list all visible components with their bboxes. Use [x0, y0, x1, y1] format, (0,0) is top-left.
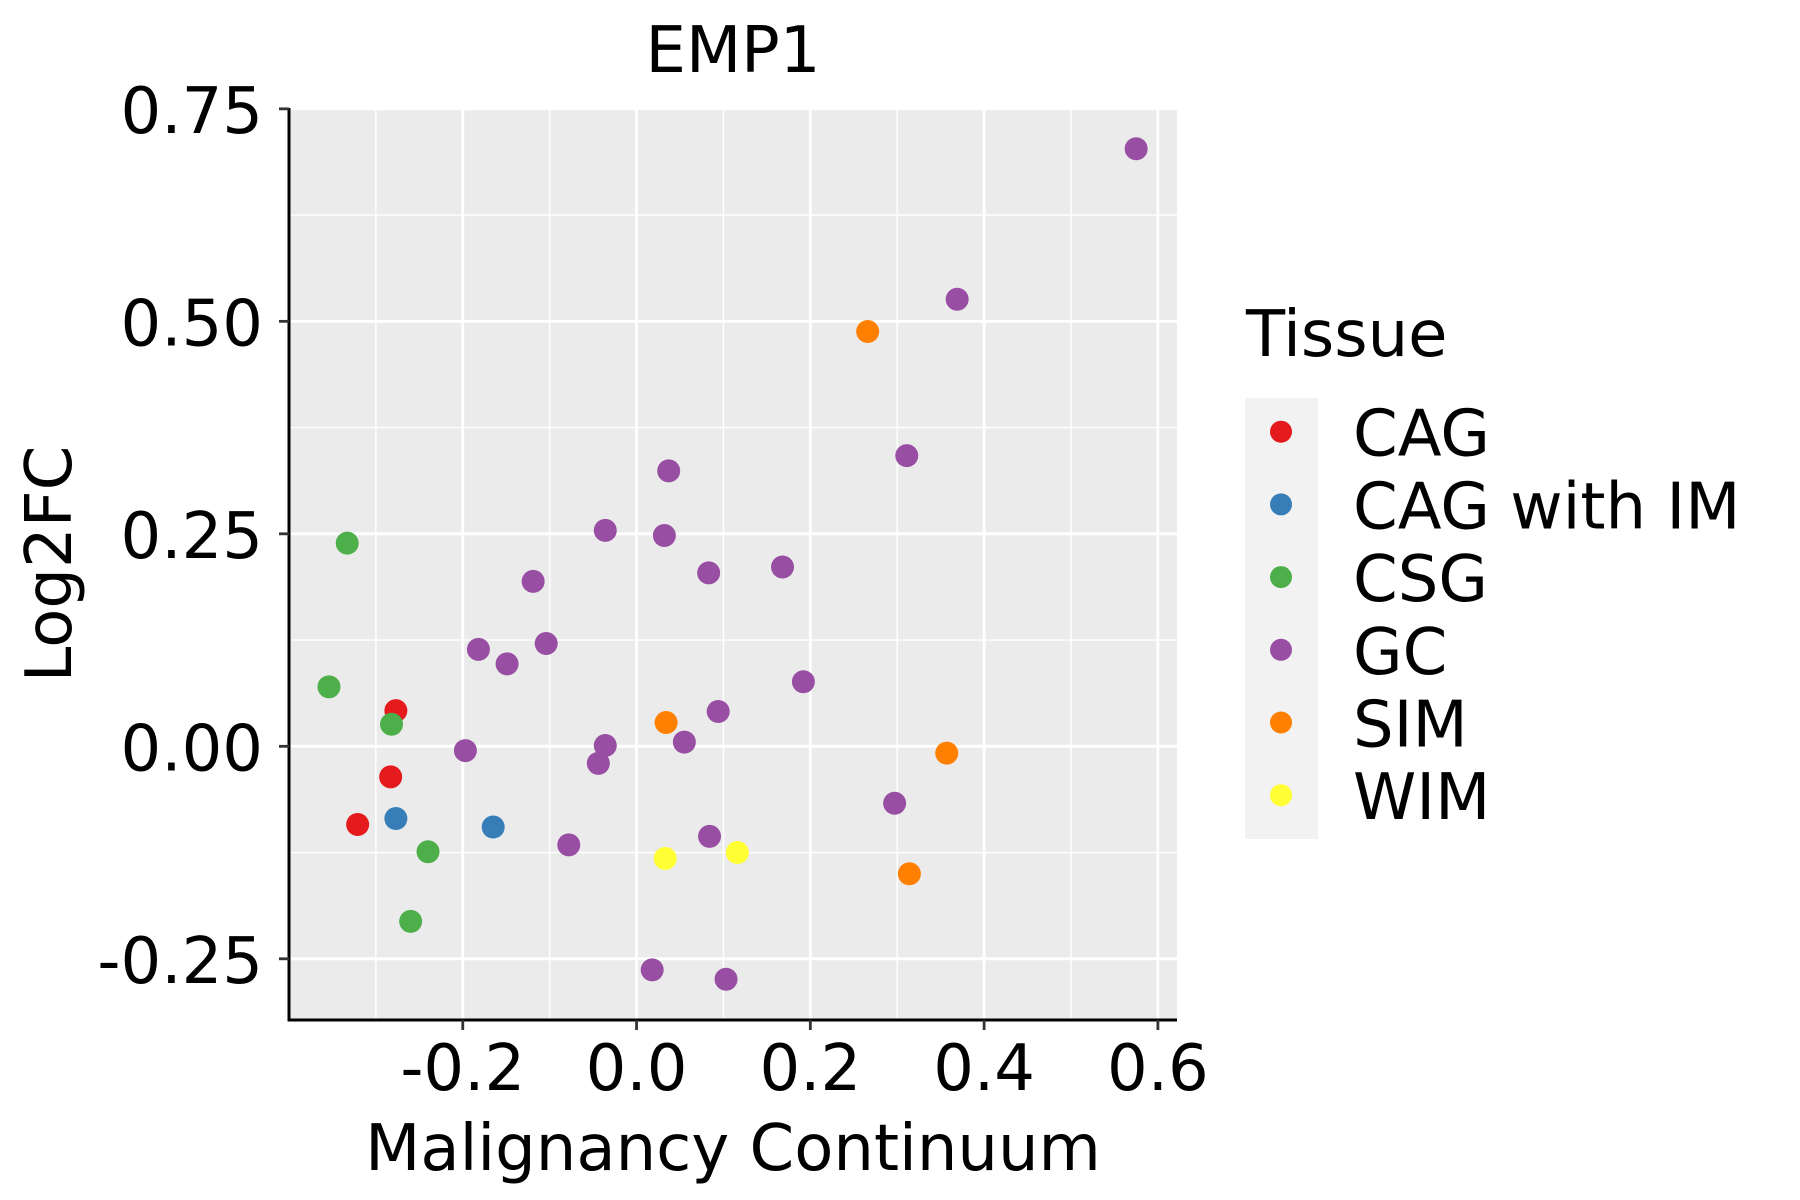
- y-tick-label: 0.50: [121, 287, 264, 361]
- data-point-gc: [883, 791, 907, 815]
- data-point-cag: [379, 765, 403, 789]
- data-point-gc: [593, 518, 617, 542]
- legend-item-csg: CSG: [1270, 543, 1488, 617]
- x-axis-title: Malignancy Continuum: [365, 1112, 1101, 1186]
- data-point-gc: [672, 730, 696, 754]
- legend-label-cag-with-im: CAG with IM: [1353, 470, 1741, 544]
- y-tick-label: 0.25: [121, 500, 264, 574]
- legend-key-gc: [1270, 638, 1292, 661]
- legend-label-sim: SIM: [1353, 689, 1468, 763]
- data-point-gc: [495, 652, 519, 676]
- legend-item-gc: GC: [1270, 616, 1447, 690]
- data-point-gc: [1124, 137, 1148, 161]
- legend-item-cag: CAG: [1270, 398, 1490, 472]
- axes: -0.2 0.0 0.2 0.4 0.6 -0.25 0.00 0.25 0.50 0.75: [97, 75, 1208, 1106]
- data-point-gc: [697, 561, 721, 585]
- legend-key-cag: [1270, 420, 1292, 443]
- data-point-gc: [657, 459, 681, 483]
- legend-item-sim: SIM: [1270, 689, 1468, 763]
- legend-label-csg: CSG: [1353, 543, 1488, 617]
- y-tick-label: -0.25: [97, 925, 263, 999]
- data-point-sim: [897, 862, 921, 886]
- data-point-gc: [534, 631, 558, 655]
- data-point-gc: [652, 524, 676, 548]
- data-point-sim: [935, 741, 959, 765]
- data-point-gc: [771, 555, 795, 579]
- data-point-csg: [416, 840, 440, 864]
- x-tick-label: -0.2: [400, 1032, 525, 1106]
- data-point-wim: [725, 841, 749, 865]
- legend-item-wim: WIM: [1270, 761, 1490, 835]
- legend-label-cag: CAG: [1353, 398, 1490, 472]
- data-point-gc: [557, 833, 581, 857]
- chart-title: EMP1: [646, 14, 821, 88]
- data-point-cag-with-im: [481, 815, 505, 839]
- data-point-gc: [640, 958, 664, 982]
- data-point-csg: [317, 675, 341, 699]
- data-point-wim: [653, 847, 677, 871]
- data-point-gc: [945, 287, 969, 311]
- x-axis-ticks: -0.2 0.0 0.2 0.4 0.6: [400, 1020, 1209, 1106]
- data-point-csg: [399, 909, 423, 933]
- data-point-cag: [346, 813, 370, 837]
- data-point-gc: [895, 444, 919, 468]
- y-tick-label: 0.00: [121, 712, 264, 786]
- legend-key-csg: [1270, 566, 1292, 589]
- legend-label-gc: GC: [1353, 616, 1447, 690]
- data-point-csg: [380, 712, 404, 736]
- panel-background: [289, 108, 1177, 1020]
- data-point-gc: [593, 733, 617, 757]
- legend-key-cag-with-im: [1270, 493, 1292, 516]
- data-point-csg: [335, 531, 359, 555]
- legend-key-sim: [1270, 711, 1292, 734]
- x-tick-label: 0.2: [759, 1032, 861, 1106]
- data-point-gc: [586, 751, 610, 775]
- data-point-gc: [521, 569, 545, 593]
- data-point-gc: [466, 637, 490, 661]
- data-point-gc: [453, 739, 477, 763]
- data-points: [317, 137, 1148, 991]
- legend-item-cag-with-im: CAG with IM: [1270, 470, 1741, 544]
- data-point-gc: [698, 824, 722, 848]
- data-point-gc: [714, 967, 738, 991]
- data-point-sim: [654, 711, 678, 735]
- x-tick-label: 0.4: [933, 1032, 1035, 1106]
- x-tick-label: 0.6: [1107, 1032, 1209, 1106]
- y-axis-ticks: -0.25 0.00 0.25 0.50 0.75: [97, 75, 289, 999]
- data-point-gc: [791, 670, 815, 694]
- x-tick-label: 0.0: [586, 1032, 688, 1106]
- legend-label-wim: WIM: [1353, 761, 1490, 835]
- data-point-sim: [856, 320, 880, 344]
- major-gridlines: [289, 107, 1177, 1020]
- legend-key-background: [1245, 398, 1318, 839]
- y-tick-label: 0.75: [121, 75, 264, 149]
- legend-title: Tissue: [1245, 298, 1448, 372]
- data-point-cag-with-im: [384, 807, 408, 831]
- plot-panel: [289, 107, 1177, 1020]
- data-point-gc: [706, 699, 730, 723]
- y-axis-title: Log2FC: [13, 446, 87, 683]
- legend-key-wim: [1270, 784, 1292, 807]
